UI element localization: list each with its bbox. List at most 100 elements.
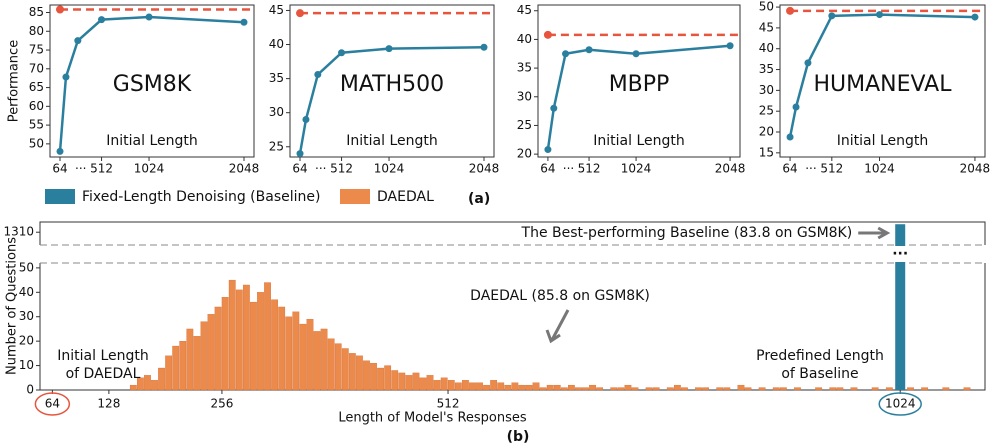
x-tick-label: 64 xyxy=(45,397,60,411)
x-gap-label: ··· xyxy=(75,162,86,176)
break-label: ··· xyxy=(892,246,908,262)
histogram-bar xyxy=(207,314,215,391)
histogram-bar xyxy=(836,387,844,391)
histogram-bar xyxy=(504,384,512,391)
histogram-bar xyxy=(454,382,462,391)
histogram-bar xyxy=(165,355,173,391)
histogram-bar xyxy=(221,297,229,391)
annotation: of DAEDAL xyxy=(66,366,141,382)
x-tick-label: 2048 xyxy=(715,162,746,176)
data-point xyxy=(240,18,248,26)
histogram-bar xyxy=(476,382,483,391)
x-tick-label: 512 xyxy=(330,162,353,176)
data-point xyxy=(804,59,812,67)
histogram-bar xyxy=(235,289,243,391)
data-point xyxy=(385,45,393,53)
histogram-bar xyxy=(490,380,498,391)
y-tick-label: 25 xyxy=(759,104,774,118)
x-tick-label: 512 xyxy=(820,162,843,176)
histogram-bar xyxy=(313,331,321,391)
break-gap xyxy=(886,246,915,262)
histogram-bar xyxy=(384,365,392,391)
x-tick-label: 2048 xyxy=(960,162,991,176)
histogram-bar xyxy=(631,387,639,391)
histogram-bar xyxy=(271,299,279,391)
histogram-bar xyxy=(136,377,144,391)
y-tick-label: 30 xyxy=(517,89,532,103)
y-tick-label: 50 xyxy=(29,136,44,150)
y-tick-label: 75 xyxy=(29,43,44,57)
histogram-bar xyxy=(341,348,349,391)
data-point xyxy=(480,43,488,51)
histogram-bar xyxy=(907,387,914,391)
y-tick-label: 0 xyxy=(26,383,34,397)
histogram-bar xyxy=(666,387,674,391)
panel-frame xyxy=(289,4,495,158)
histogram-bar xyxy=(681,387,688,391)
x-tick-label: 2048 xyxy=(229,162,260,176)
histogram-bar xyxy=(589,384,596,391)
panel-title: GSM8K xyxy=(113,72,192,97)
histogram-bar xyxy=(885,387,893,391)
histogram-bar xyxy=(794,387,801,391)
y-tick-label: 20 xyxy=(517,147,532,161)
y-tick-label: 25 xyxy=(269,139,284,153)
panel-frame xyxy=(49,4,255,158)
y-tick-label: 45 xyxy=(269,3,284,17)
histogram-bar xyxy=(624,384,632,391)
highlight-ring xyxy=(34,392,71,416)
y-tick-label: 50 xyxy=(19,260,34,274)
histogram-bar xyxy=(285,316,293,391)
histogram-bar xyxy=(511,382,519,391)
x-tick-label: 256 xyxy=(210,397,233,411)
histogram-bar xyxy=(440,377,448,391)
data-point xyxy=(792,103,800,111)
x-tick-label: 1024 xyxy=(621,162,652,176)
histogram-bar xyxy=(617,387,625,391)
y-tick-label: 80 xyxy=(29,24,44,38)
x-tick-label: 2048 xyxy=(469,162,500,176)
histogram-bar xyxy=(596,387,604,391)
reference-point xyxy=(543,30,552,39)
y-tick-label: 70 xyxy=(29,61,44,75)
y-tick-label: 45 xyxy=(517,3,532,17)
y-tick-label: 35 xyxy=(759,62,774,76)
histogram-bar xyxy=(377,367,384,391)
histogram-bar xyxy=(242,284,250,391)
y-tick-label: 50 xyxy=(759,0,774,14)
histogram-bar xyxy=(850,387,858,391)
y-tick-label: 35 xyxy=(269,71,284,85)
series-line xyxy=(298,46,485,154)
x-tick-label: 512 xyxy=(437,397,460,411)
data-point xyxy=(98,16,106,24)
histogram-bar xyxy=(525,384,533,391)
legend-swatch xyxy=(340,189,370,204)
histogram-bar xyxy=(921,387,929,391)
data-point xyxy=(544,146,552,154)
histogram-bar xyxy=(144,375,151,391)
panel-title: HUMANEVAL xyxy=(814,72,953,97)
legend-swatch xyxy=(45,189,75,204)
panel-title: MBPP xyxy=(609,72,670,97)
highlight-ring xyxy=(878,392,922,416)
histogram-bar xyxy=(575,387,582,391)
annotation-arrow xyxy=(545,309,570,344)
reference-point xyxy=(296,9,305,18)
x-tick-label: 1024 xyxy=(374,162,405,176)
histogram-bar xyxy=(264,282,271,391)
histogram-bar xyxy=(433,380,441,391)
baseline-bar xyxy=(895,224,906,390)
legend-label: DAEDAL xyxy=(377,189,434,205)
annotation: of Baseline xyxy=(781,366,858,382)
histogram-bar xyxy=(363,360,370,391)
histogram-bar xyxy=(532,382,540,391)
histogram-bar xyxy=(151,380,158,391)
x-axis-label: Initial Length xyxy=(346,133,437,149)
data-point xyxy=(62,73,70,81)
histogram-bar xyxy=(582,387,589,391)
data-point xyxy=(828,12,836,20)
histogram-bar xyxy=(815,387,823,391)
histogram-bar xyxy=(158,367,165,391)
x-axis-label: Length of Model's Responses xyxy=(338,411,527,426)
data-point xyxy=(338,49,346,57)
